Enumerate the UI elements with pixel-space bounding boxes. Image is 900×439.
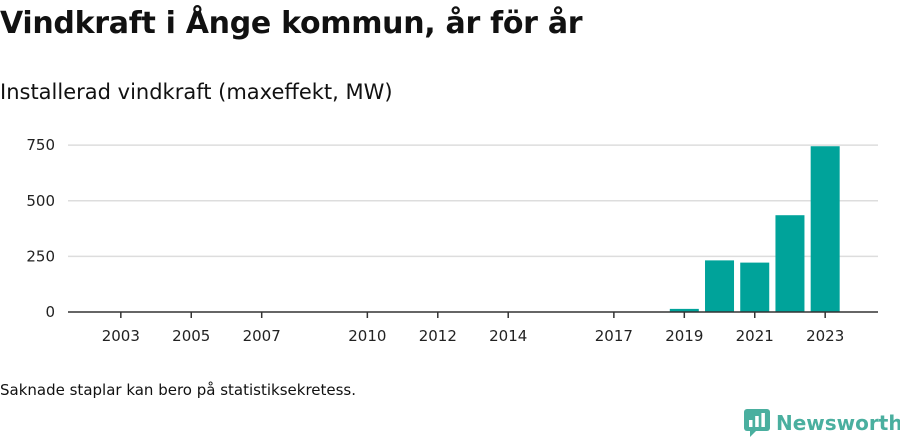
y-tick-label-250: 250 [26,247,55,265]
x-tick-label-2023: 2023 [806,327,844,345]
x-tick-label-2007: 2007 [243,327,281,345]
bar-2021 [740,262,770,312]
x-tick-label-2012: 2012 [419,327,457,345]
chart-title: Vindkraft i Ånge kommun, år för år [0,6,583,41]
bar-2019 [669,308,699,312]
y-tick-label-500: 500 [26,192,55,210]
x-tick-label-2005: 2005 [172,327,210,345]
x-tick-label-2010: 2010 [348,327,386,345]
grid-lines [68,144,878,258]
x-axis-ticks: 2003 2005 2007 2010 2012 2014 2017 2019 2021 2023 [102,312,844,345]
y-tick-label-750: 750 [26,136,55,154]
newsworthy-logo[interactable]: Newsworthy [744,408,900,438]
x-tick-label-2003: 2003 [102,327,140,345]
bar-chart-logo-icon [744,409,770,437]
y-axis-ticks: 0 250 500 750 [26,136,55,321]
x-tick-label-2014: 2014 [489,327,527,345]
footnote: Saknade staplar kan bero på statistiksek… [0,381,357,399]
x-tick-label-2019: 2019 [665,327,703,345]
y-tick-label-0: 0 [45,303,55,321]
bars [669,146,840,312]
bar-2020 [705,260,735,312]
x-tick-label-2021: 2021 [736,327,774,345]
brand-name: Newsworthy [776,411,900,435]
chart-subtitle: Installerad vindkraft (maxeffekt, MW) [0,80,393,104]
x-tick-label-2017: 2017 [595,327,633,345]
bar-2022 [775,215,805,312]
bar-2023 [810,146,840,312]
